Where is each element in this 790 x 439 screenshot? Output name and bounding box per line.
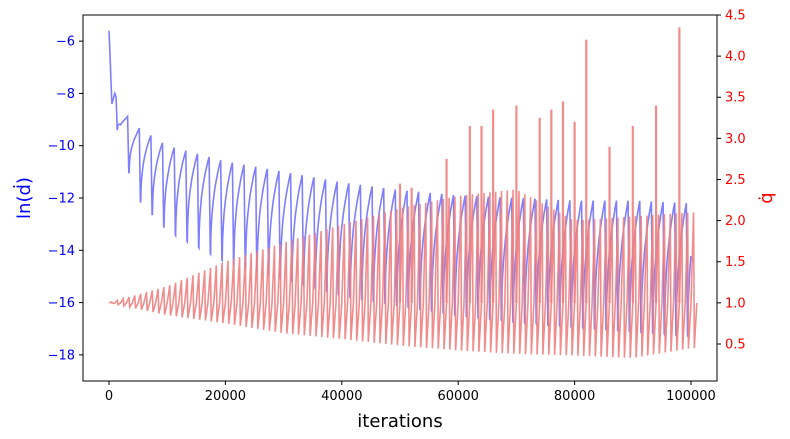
y-left-tick-label: −10 [48,139,75,154]
series-layer [108,27,698,358]
y-left-tick-label: −8 [56,87,75,102]
x-axis-label: iterations [357,411,442,432]
y-axis-left-label: ln(ḋ) [12,177,35,219]
y-right-tick-label: 2.0 [725,214,746,229]
y-right-tick-label: 1.0 [725,296,746,311]
y-right-tick-label: 3.5 [725,91,746,106]
y-left-tick-label: −12 [48,192,75,207]
y-right-tick-label: 4.5 [725,9,746,24]
series-line-q-dot [108,189,698,358]
y-right-tick-label: 2.5 [725,173,746,188]
y-left-tick-label: −14 [48,244,75,259]
y-axis-right-label: q̇ [756,192,777,203]
x-tick-label: 20000 [205,389,246,404]
axes-layer: 0 20000 40000 60000 80000 100000 −6 −8 −10 −12 −14… [48,9,746,405]
y-right-tick-label: 4.0 [725,50,746,65]
x-tick-label: 40000 [321,389,362,404]
x-tick-label: 60000 [438,389,479,404]
y-right-tick-label: 3.0 [725,132,746,147]
x-tick-label: 0 [105,389,113,404]
x-tick-label: 80000 [554,389,595,404]
y-right-tick-label: 1.5 [725,255,746,270]
y-right-tick-label: 0.5 [725,337,746,352]
x-tick-label: 100000 [666,389,716,404]
y-left-tick-label: −18 [48,348,75,363]
y-left-tick-label: −6 [56,35,75,50]
y-left-tick-label: −16 [48,296,75,311]
